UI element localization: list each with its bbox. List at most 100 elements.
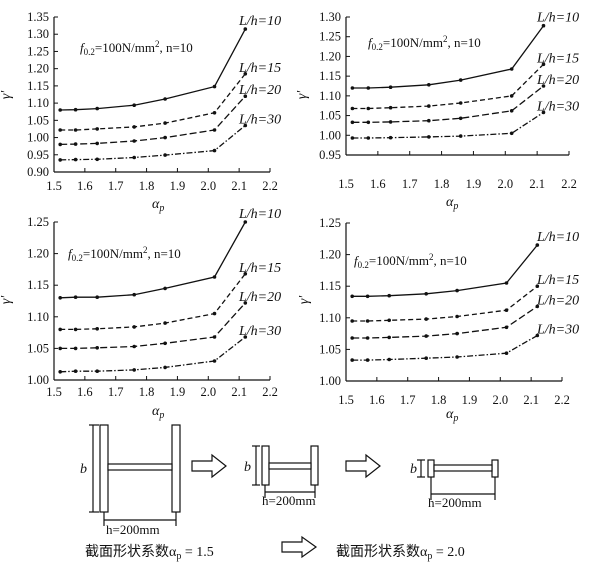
- x-tick-label: 2.0: [200, 179, 216, 193]
- x-tick-label: 2.2: [561, 177, 577, 191]
- y-tick-label: 1.05: [27, 113, 49, 127]
- caption-right: 截面形状系数αp = 2.0: [336, 544, 465, 562]
- y-tick-label: 0.95: [27, 148, 49, 162]
- x-axis-label: αp: [446, 195, 458, 212]
- y-tick-label: 1.30: [319, 10, 341, 24]
- arrow-right-icon: [191, 453, 227, 479]
- dim-h-1: h=200mm: [106, 522, 160, 537]
- y-tick-label: 1.25: [319, 30, 341, 44]
- series-line-4: [58, 123, 248, 162]
- x-tick-label: 1.8: [431, 393, 447, 407]
- series-label: L/h=20: [536, 293, 579, 308]
- series-line-3: [350, 84, 546, 125]
- chart-annotation: f0.2=100N/mm2, n=10: [368, 34, 481, 52]
- series-line-3: [350, 304, 540, 340]
- x-tick-label: 2.1: [231, 179, 247, 193]
- x-tick-label: 2.1: [231, 385, 247, 399]
- y-tick-label: 1.15: [319, 279, 341, 293]
- series-line-4: [350, 333, 540, 362]
- series-line-3: [58, 94, 248, 147]
- x-tick-label: 2.0: [200, 385, 216, 399]
- x-tick-label: 1.5: [338, 393, 354, 407]
- series-line-4: [350, 110, 546, 140]
- x-tick-label: 2.2: [262, 179, 278, 193]
- x-tick-label: 1.9: [466, 177, 482, 191]
- series-line-4: [58, 335, 248, 374]
- x-tick-label: 1.9: [462, 393, 478, 407]
- series-line-2: [350, 62, 546, 111]
- x-axis-label: αp: [152, 197, 164, 214]
- dim-b-3: b: [410, 462, 417, 477]
- chart-annotation: f0.2=100N/mm2, n=10: [354, 252, 467, 270]
- series-label: L/h=30: [238, 324, 281, 339]
- x-tick-label: 1.6: [369, 393, 385, 407]
- section-labels: b b b h=200mm h=200mm h=200mm 截面形状系数αp =…: [80, 460, 482, 562]
- y-tick-label: 1.15: [27, 79, 49, 93]
- x-tick-label: 1.7: [108, 385, 124, 399]
- y-tick-label: 1.05: [319, 109, 341, 123]
- y-tick-label: 1.10: [27, 310, 49, 324]
- y-tick-label: 1.10: [319, 311, 341, 325]
- y-tick-label: 1.00: [27, 373, 49, 387]
- x-tick-label: 2.0: [497, 177, 513, 191]
- x-tick-label: 2.1: [529, 177, 545, 191]
- y-tick-label: 1.00: [319, 374, 341, 388]
- y-tick-label: 1.20: [27, 247, 49, 261]
- y-tick-label: 1.20: [27, 62, 49, 76]
- x-tick-label: 1.7: [108, 179, 124, 193]
- x-tick-label: 1.5: [46, 385, 62, 399]
- x-tick-label: 2.2: [554, 393, 570, 407]
- series-label: L/h=20: [238, 290, 281, 305]
- y-tick-label: 1.35: [27, 10, 49, 24]
- i-section-medium: [252, 445, 319, 498]
- i-section-short: [417, 459, 499, 500]
- chart-annotation: f0.2=100N/mm2, n=10: [80, 39, 193, 57]
- dim-h-3: h=200mm: [428, 495, 482, 510]
- y-axis-label: γ': [297, 295, 312, 305]
- y-tick-label: 1.05: [319, 342, 341, 356]
- x-tick-label: 2.2: [262, 385, 278, 399]
- series-label: L/h=10: [536, 11, 579, 26]
- y-tick-label: 1.25: [319, 216, 341, 230]
- y-tick-label: 1.10: [27, 96, 49, 110]
- series-label: L/h=15: [238, 61, 281, 76]
- y-tick-label: 0.90: [27, 165, 49, 179]
- y-axis-label: γ': [0, 90, 14, 100]
- x-tick-label: 2.0: [492, 393, 508, 407]
- x-tick-label: 1.5: [338, 177, 354, 191]
- series-label: L/h=15: [238, 261, 281, 276]
- x-tick-label: 1.9: [170, 179, 186, 193]
- x-tick-label: 2.1: [523, 393, 539, 407]
- chart-panel-3: 1.00 1.05 1.10 1.15 1.20 1.25 1.5 1.6 1.7 1.8 1.9 2…: [0, 207, 281, 421]
- arrow-right-icon: [281, 535, 318, 559]
- series-label: L/h=20: [536, 73, 579, 88]
- y-tick-label: 1.00: [27, 131, 49, 145]
- series-label: L/h=30: [536, 99, 579, 114]
- y-tick-label: 1.15: [319, 69, 341, 83]
- chart-panel-2: 0.95 1.00 1.05 1.10 1.15 1.20 1.25 1.30 1.5 1.6 1.…: [295, 10, 579, 212]
- arrow-right-icon: [345, 453, 381, 479]
- series-label: L/h=10: [536, 230, 579, 245]
- y-axis-label: γ': [295, 90, 310, 100]
- dim-h-2: h=200mm: [262, 493, 316, 508]
- chart-panel-4: 1.00 1.05 1.10 1.15 1.20 1.25 1.5 1.6 1.7 1.8 1.9 2…: [297, 216, 579, 424]
- x-tick-label: 1.5: [46, 179, 62, 193]
- dim-b-2: b: [244, 460, 251, 475]
- x-tick-label: 1.8: [139, 179, 155, 193]
- series-label: L/h=30: [536, 322, 579, 337]
- series-label: L/h=15: [536, 273, 579, 288]
- y-tick-label: 0.95: [319, 148, 341, 162]
- series-label: L/h=10: [238, 14, 281, 29]
- y-tick-label: 1.10: [319, 89, 341, 103]
- y-tick-label: 1.20: [319, 248, 341, 262]
- series-label: L/h=20: [238, 83, 281, 98]
- y-tick-label: 1.05: [27, 341, 49, 355]
- chart-annotation: f0.2=100N/mm2, n=10: [68, 245, 181, 263]
- series-label: L/h=10: [238, 207, 281, 222]
- y-tick-label: 1.30: [27, 27, 49, 41]
- y-axis-label: γ': [0, 295, 14, 305]
- x-axis-label: αp: [446, 407, 458, 424]
- x-tick-label: 1.7: [400, 393, 416, 407]
